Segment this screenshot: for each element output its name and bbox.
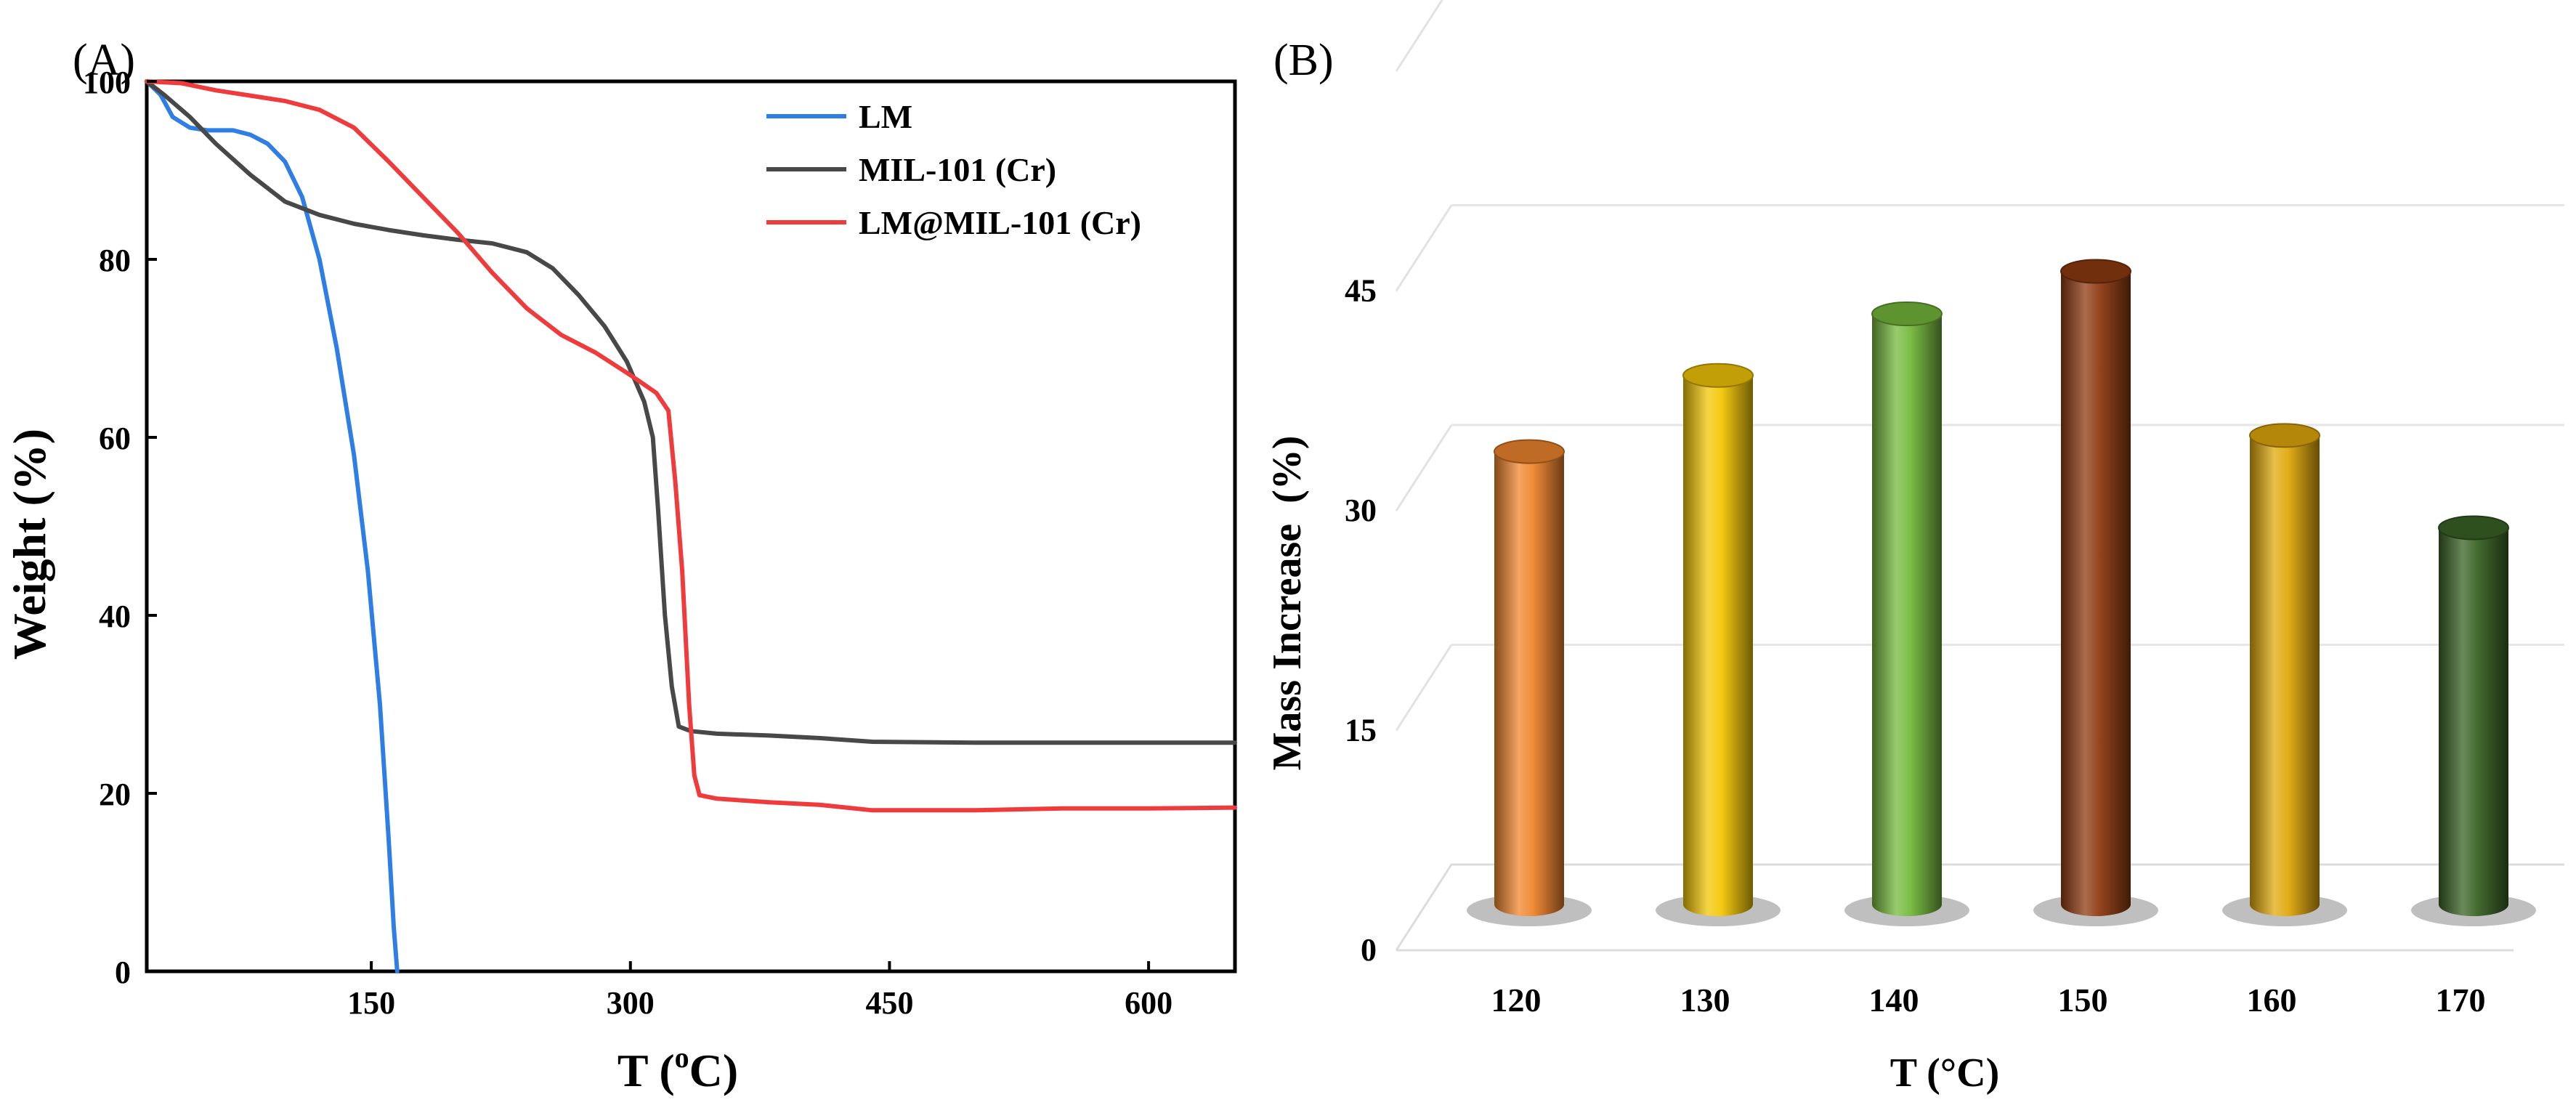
panel-b-xtick-label-160: 160 [2247,982,2297,1019]
panel-a-plot-area [145,79,1237,974]
panel-a-xlabel: T (oC) [617,1041,738,1096]
panel-a-xlabel-main: T ( [617,1045,675,1096]
panel-a-series-group [145,79,1237,974]
panel-b-floor-back-edge [1395,863,2564,951]
panel-a-ytick-label-0: 0 [115,955,131,990]
panel-b-3d-walls [1395,0,2564,952]
legend-label-mil-101-cr: MIL-101 (Cr) [859,151,1056,188]
panel-b-bar-150 [2061,271,2131,916]
panel-a-xtick-label-150: 150 [347,985,395,1021]
panel-b-side-gridline-45 [1395,204,1453,292]
panel-b-ytick-label-45: 45 [1345,273,1377,309]
panel-b-tick-labels: 0 15 30 45 120 130 140 150 160 170 [1345,273,2486,1019]
panel-a-legend: LM MIL-101 (Cr) LM@MIL-101 (Cr) [766,98,1141,241]
panel-b-bar-130 [1683,375,1753,916]
panel-a-xlabel-superscript: o [675,1041,689,1074]
panel-b-bar-top-160 [2249,423,2320,448]
panel-a-label: (A) [73,36,135,85]
panel-a-tick-labels: 0 20 40 60 80 100 150 300 450 600 [83,65,1172,1021]
panel-b-xlabel: T (°C) [1890,1051,1999,1096]
panel-b-xtick-label-150: 150 [2058,982,2108,1019]
panel-a-xtick-label-300: 300 [607,985,655,1021]
panel-a-ytick-label-20: 20 [99,777,131,812]
panel-a-ytick-label-80: 80 [99,243,131,278]
panel-b-xtick-label-170: 170 [2436,982,2486,1019]
panel-b-xtick-label-130: 130 [1680,982,1730,1019]
panel-b-ylabel: Mass Increase (%) [1265,436,1310,771]
panel-b-bar-160 [2250,435,2320,916]
panel-b-bar-top-150 [2060,259,2131,284]
panel-b-bar-chart: (B) 0 15 30 45 120 130 140 150 160 170 Mass Incre… [1265,0,2564,1096]
panel-b-ytick-label-0: 0 [1361,932,1377,968]
panel-a-xtick-label-450: 450 [865,985,913,1021]
panel-a-xtick-label-600: 600 [1125,985,1172,1021]
panel-b-bar-140 [1872,314,1942,916]
panel-b-bar-top-130 [1682,363,1754,388]
panel-b-side-gridline-30 [1395,424,1453,511]
panel-a-ytick-label-60: 60 [99,421,131,456]
series-line-lm [145,79,400,974]
panel-b-ytick-label-30: 30 [1345,493,1377,528]
panel-b-ytick-label-15: 15 [1345,713,1377,748]
legend-label-lm-mil-101-cr: LM@MIL-101 (Cr) [859,204,1141,241]
panel-a-plot-frame [145,79,1237,974]
panel-b-bar-top-170 [2438,515,2509,541]
panel-b-label: (B) [1273,36,1334,85]
panel-b-bar-120 [1494,451,1564,916]
series-line-lm-mil-101-cr [145,79,1237,813]
panel-b-xtick-label-120: 120 [1491,982,1542,1019]
panel-b-side-gridline-15 [1395,644,1453,732]
panel-a-ytick-label-100: 100 [83,65,131,100]
panel-a-xlabel-end: C) [689,1045,739,1096]
panel-b-bar-170 [2439,527,2508,916]
panel-b-bar-top-120 [1494,439,1565,464]
legend-label-lm: LM [859,98,912,135]
panel-b-bar-top-140 [1871,301,1943,327]
panel-b-xtick-label-140: 140 [1869,982,1919,1019]
panel-a-ylabel: Weight (%) [4,429,55,660]
panel-a-ytick-label-40: 40 [99,599,131,634]
series-line-mil-101-cr [145,79,1237,745]
panel-b-side-gridline-60 [1395,0,1443,72]
panel-b-bars-group [1467,259,2536,926]
